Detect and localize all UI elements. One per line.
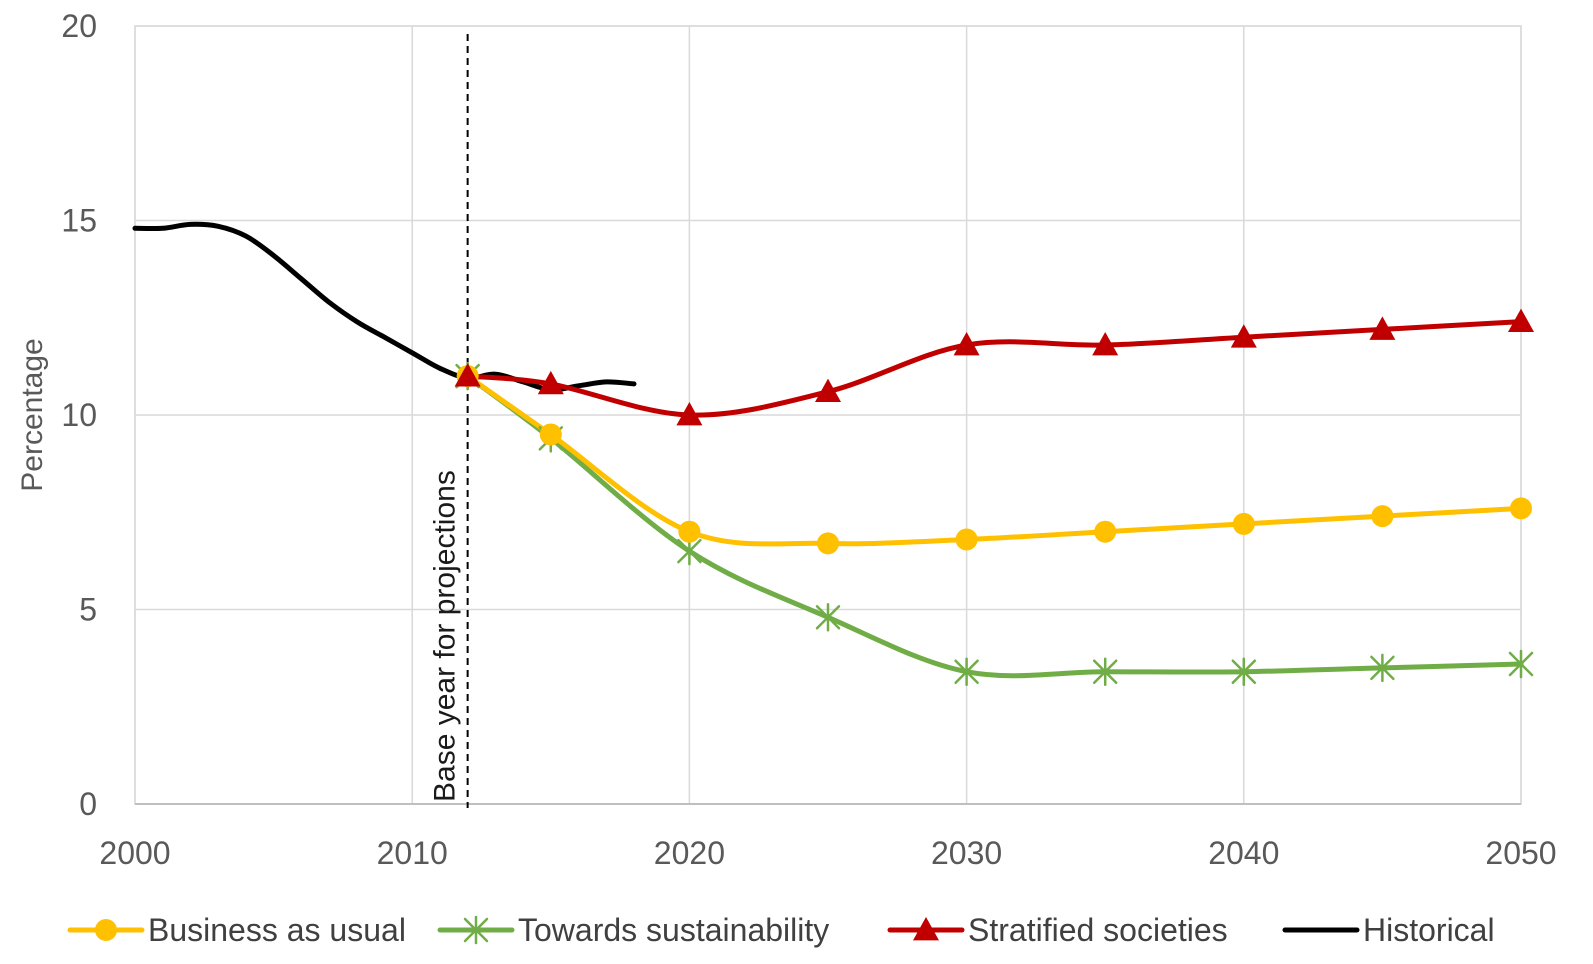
data-point-business-as-usual [539,423,562,446]
x-tick-label: 2050 [1485,835,1556,871]
data-point-business-as-usual [1371,505,1394,528]
series-line-historical [132,221,637,393]
data-point-business-as-usual [1510,497,1532,520]
data-point-stratified-societies [1092,331,1119,356]
data-point-business-as-usual [817,532,839,555]
data-point-business-as-usual [955,528,978,551]
x-tick-label: 2010 [377,835,448,871]
y-tick-label: 10 [61,397,97,433]
legend-label: Business as usual [148,912,406,948]
legend-item-business-as-usual: Business as usual [67,912,406,948]
y-tick-label: 20 [61,8,97,44]
data-point-business-as-usual [1094,520,1117,543]
legend-label: Towards sustainability [518,912,829,948]
gridlines [134,25,1522,805]
data-point-towards-sustainability [1092,657,1118,686]
data-point-towards-sustainability [1231,657,1257,686]
x-tick-label: 2030 [931,835,1002,871]
data-point-stratified-societies [454,363,481,387]
data-point-business-as-usual [1232,512,1255,535]
legend-label: Stratified societies [968,912,1228,948]
data-point-stratified-societies [953,331,980,356]
legend-item-stratified-societies: Stratified societies [887,912,1228,948]
legend-swatch-marker [95,919,117,941]
data-point-towards-sustainability [1370,653,1395,683]
y-tick-label: 5 [79,592,97,628]
legend-item-historical: Historical [1282,912,1495,948]
data-point-business-as-usual [678,520,701,543]
series-line-stratified-societies [465,319,1524,418]
x-tick-label: 2040 [1208,835,1279,871]
axes: 0 5 10 15 20 2000 2010 2020 2030 2040 2050 [61,8,1556,871]
legend-swatch-marker [913,917,939,941]
x-tick-label: 2020 [654,835,725,871]
data-point-towards-sustainability [954,657,979,686]
data-point-stratified-societies [676,402,703,426]
legend: Business as usual Towards sustainability S… [67,912,1495,948]
series-line-towards-sustainability [465,373,1524,679]
legend-item-towards-sustainability: Towards sustainability [437,912,829,948]
data-point-stratified-societies [815,378,841,403]
y-axis-title: Percentage [16,338,49,491]
data-point-stratified-societies [1230,324,1257,348]
data-point-stratified-societies [1369,316,1396,340]
y-tick-label: 15 [61,203,97,239]
base-year-annotation: Base year for projections [429,34,469,808]
legend-label: Historical [1363,912,1495,948]
series-markers [454,308,1534,686]
y-tick-label: 0 [79,786,97,822]
x-tick-label: 2000 [99,835,170,871]
data-point-towards-sustainability [1508,649,1534,679]
data-point-stratified-societies [1508,308,1534,333]
data-point-stratified-societies [537,370,564,395]
base-year-label: Base year for projections [429,470,462,802]
legend-swatch-marker [463,915,489,945]
data-point-towards-sustainability [815,603,841,632]
